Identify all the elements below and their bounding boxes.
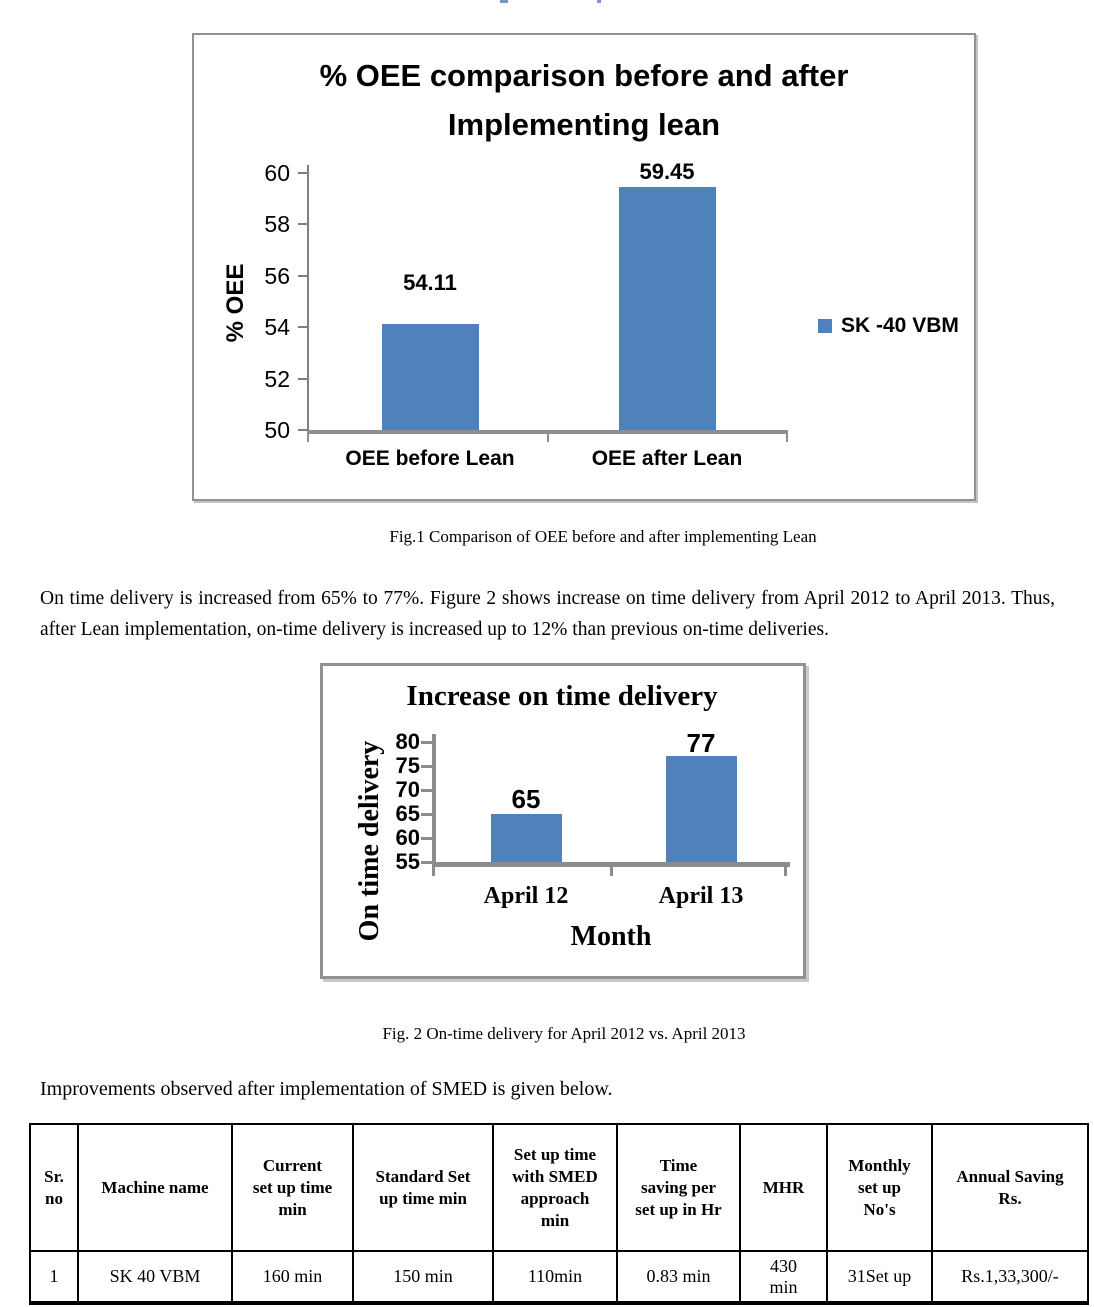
data-label: 59.45	[639, 159, 695, 185]
y-tick-label: 60	[264, 160, 290, 186]
data-label: 65	[511, 784, 541, 814]
x-tick-mark	[307, 434, 309, 442]
x-tick-mark	[784, 867, 787, 876]
chart-title: % OEE comparison before and after Implem…	[319, 58, 849, 142]
category-label: OEE after Lean	[591, 447, 743, 470]
y-tick-mark	[421, 789, 432, 792]
clipped-glyph	[500, 0, 508, 3]
clipped-glyph	[597, 0, 601, 3]
table-cell: 110min	[492, 1250, 618, 1305]
y-tick-mark	[421, 813, 432, 816]
y-tick-mark	[298, 326, 308, 329]
improvements-line: Improvements observed after implementati…	[40, 1078, 613, 1100]
table-head: Sr. no Machine name Current set up time mi…	[29, 1123, 1089, 1252]
oee-comparison-chart: % OEE comparison before and after Implem…	[192, 33, 976, 501]
column-header: Sr. no	[29, 1123, 79, 1252]
fig2-caption: Fig. 2 On-time delivery for April 2012 v…	[382, 1024, 746, 1043]
bar	[618, 187, 716, 430]
category-label: OEE before Lean	[345, 447, 515, 470]
column-header: Current set up time min	[231, 1123, 354, 1252]
table-cell: 1	[29, 1250, 79, 1305]
y-tick-label: 50	[264, 417, 290, 443]
column-header: MHR	[739, 1123, 828, 1252]
y-tick-mark	[421, 741, 432, 744]
column-header: Annual Saving Rs.	[931, 1123, 1089, 1252]
table-row: 1 SK 40 VBM 160 min 150 min 110min 0.83 min 43…	[29, 1250, 1089, 1305]
x-axis-title: Month	[570, 921, 652, 952]
column-header: Monthly set up No's	[826, 1123, 933, 1252]
table-header-row: Sr. no Machine name Current set up time mi…	[29, 1123, 1089, 1252]
y-tick-mark	[298, 274, 308, 277]
y-tick-mark	[421, 765, 432, 768]
x-tick-mark	[786, 434, 788, 442]
y-tick-label: 65	[395, 801, 420, 826]
table-cell: 160 min	[231, 1250, 354, 1305]
smed-improvement-table: Sr. no Machine name Current set up time mi…	[29, 1123, 1089, 1305]
table-cell: Rs.1,33,300/-	[931, 1250, 1089, 1305]
body-paragraph: On time delivery is increased from 65% t…	[40, 588, 1055, 640]
bar	[381, 324, 479, 430]
category-label: April 13	[658, 883, 744, 909]
y-tick-mark	[298, 223, 308, 226]
y-tick-label: 56	[264, 262, 290, 289]
x-tick-mark	[610, 867, 613, 876]
x-axis-line	[432, 862, 790, 867]
legend-label: SK -40 VBM	[841, 314, 959, 337]
table-cell: 31Set up	[826, 1250, 933, 1305]
table-cell: 430 min	[739, 1250, 828, 1305]
y-tick-label: 70	[395, 777, 420, 802]
y-tick-mark	[298, 172, 308, 174]
bar	[490, 814, 562, 862]
table-cell: 0.83 min	[616, 1250, 741, 1305]
y-tick-label: 80	[395, 729, 420, 754]
data-label: 77	[686, 728, 716, 759]
y-tick-mark	[421, 861, 432, 864]
bar	[665, 756, 737, 862]
column-header: Set up time with SMED approach min	[492, 1123, 618, 1252]
x-axis-line	[307, 430, 788, 434]
y-axis-title: % OEE	[222, 263, 249, 343]
y-tick-mark	[298, 429, 308, 431]
y-axis-line	[432, 734, 436, 867]
category-label: April 12	[483, 883, 569, 909]
y-tick-label: 55	[395, 849, 420, 874]
table-body: 1 SK 40 VBM 160 min 150 min 110min 0.83 min 43…	[29, 1250, 1089, 1305]
legend: SK -40 VBM	[818, 314, 959, 338]
y-tick-label: 58	[264, 211, 290, 238]
y-tick-label: 52	[264, 365, 290, 392]
y-axis-line	[307, 165, 309, 434]
column-header: Time saving per set up in Hr	[616, 1123, 741, 1252]
x-tick-mark	[432, 867, 435, 876]
on-time-delivery-chart: Increase on time delivery On time deliver…	[320, 663, 806, 979]
data-label: 54.11	[403, 270, 457, 296]
fig1-caption: Fig.1 Comparison of OEE before and after…	[389, 527, 817, 546]
y-tick-mark	[298, 377, 308, 380]
table-cell: 150 min	[352, 1250, 494, 1305]
table-cell: SK 40 VBM	[77, 1250, 233, 1305]
y-tick-label: 60	[395, 825, 420, 850]
x-tick-mark	[547, 434, 549, 442]
column-header: Machine name	[77, 1123, 233, 1252]
column-header: Standard Set up time min	[352, 1123, 494, 1252]
chart-title: Increase on time delivery	[406, 680, 718, 712]
y-tick-label: 75	[395, 753, 420, 778]
y-tick-mark	[421, 837, 432, 840]
legend-swatch	[818, 319, 832, 333]
y-tick-label: 54	[264, 314, 290, 341]
